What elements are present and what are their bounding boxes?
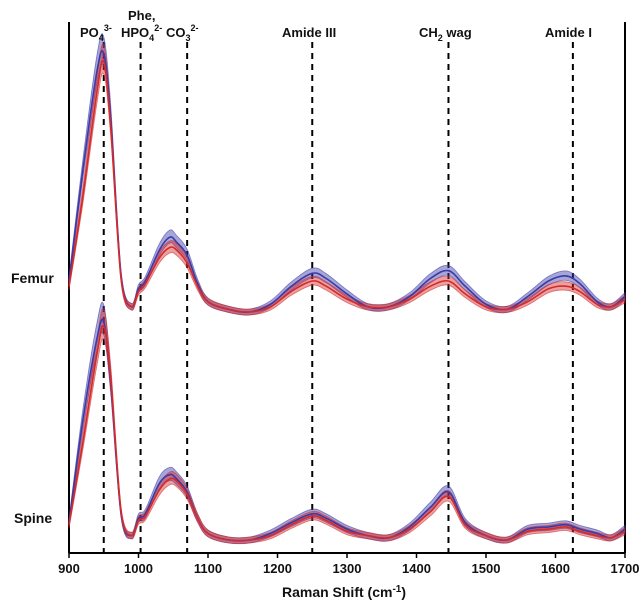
x-tick-label-6: 1500 (472, 561, 501, 576)
peak-label-amide-i: Amide I (545, 25, 592, 40)
panel-label-spine: Spine (14, 510, 52, 526)
x-tick-label-0: 900 (58, 561, 80, 576)
x-tick-label-5: 1400 (402, 561, 431, 576)
peak-label-phe: Phe, (128, 8, 155, 23)
panel-label-femur: Femur (11, 270, 54, 286)
peak-label-ch2-wag: CH2 wag (419, 25, 472, 43)
peak-label-hpo4: HPO42- (121, 23, 162, 43)
peak-label-amide-iii: Amide III (282, 25, 336, 40)
x-ticks: 900 1000 1100 1200 1300 1400 1500 1600 1700 (58, 553, 639, 576)
confidence-bands (69, 34, 625, 544)
band-spine-1 (69, 309, 625, 544)
x-tick-label-3: 1200 (263, 561, 292, 576)
x-tick-label-2: 1100 (194, 561, 222, 576)
band-femur-1 (69, 44, 625, 315)
x-tick-label-8: 1700 (611, 561, 640, 576)
x-tick-label-1: 1000 (124, 561, 153, 576)
peak-label-po4: PO43- (80, 23, 112, 43)
x-tick-label-7: 1600 (541, 561, 570, 576)
x-tick-label-4: 1300 (333, 561, 362, 576)
x-axis-label: Raman Shift (cm-1) (282, 584, 406, 600)
peak-label-co3: CO32- (166, 23, 199, 43)
